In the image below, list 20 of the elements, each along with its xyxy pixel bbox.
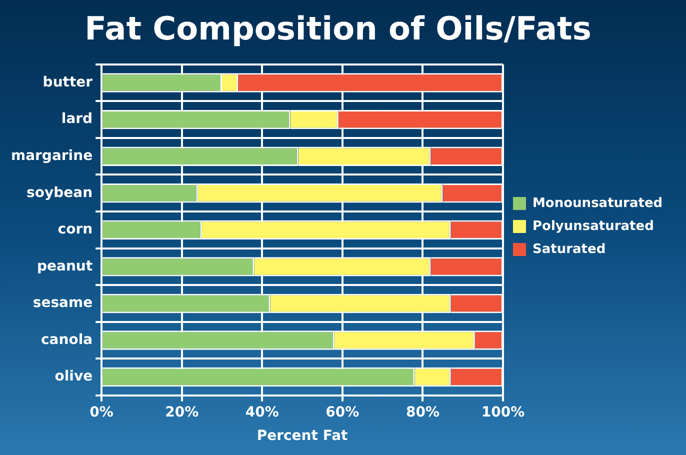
legend-label: Saturated — [532, 242, 606, 257]
x-tick-label: 60% — [326, 404, 360, 420]
chart-title: Fat Composition of Oils/Fats — [84, 10, 592, 48]
y-tick-label: olive — [54, 368, 93, 385]
legend-label: Monounsaturated — [532, 196, 663, 211]
y-tick-label: corn — [58, 222, 93, 238]
y-tick-label: butter — [42, 74, 93, 90]
y-tick-label: peanut — [36, 258, 93, 274]
x-tick-label: 40% — [245, 404, 279, 420]
x-tick-label: 0% — [90, 404, 114, 420]
x-tick-label: 100% — [481, 404, 525, 420]
y-tick-label: margarine — [10, 148, 93, 164]
x-axis-title: Percent Fat — [256, 428, 348, 444]
y-tick-label: sesame — [32, 295, 93, 312]
x-tick-label: 80% — [406, 404, 440, 420]
y-tick-label: canola — [40, 332, 93, 348]
x-tick-label: 20% — [165, 404, 199, 420]
y-tick-label: soybean — [26, 184, 93, 201]
legend-label: Polyunsaturated — [532, 218, 654, 234]
y-tick-label: lard — [61, 111, 93, 128]
